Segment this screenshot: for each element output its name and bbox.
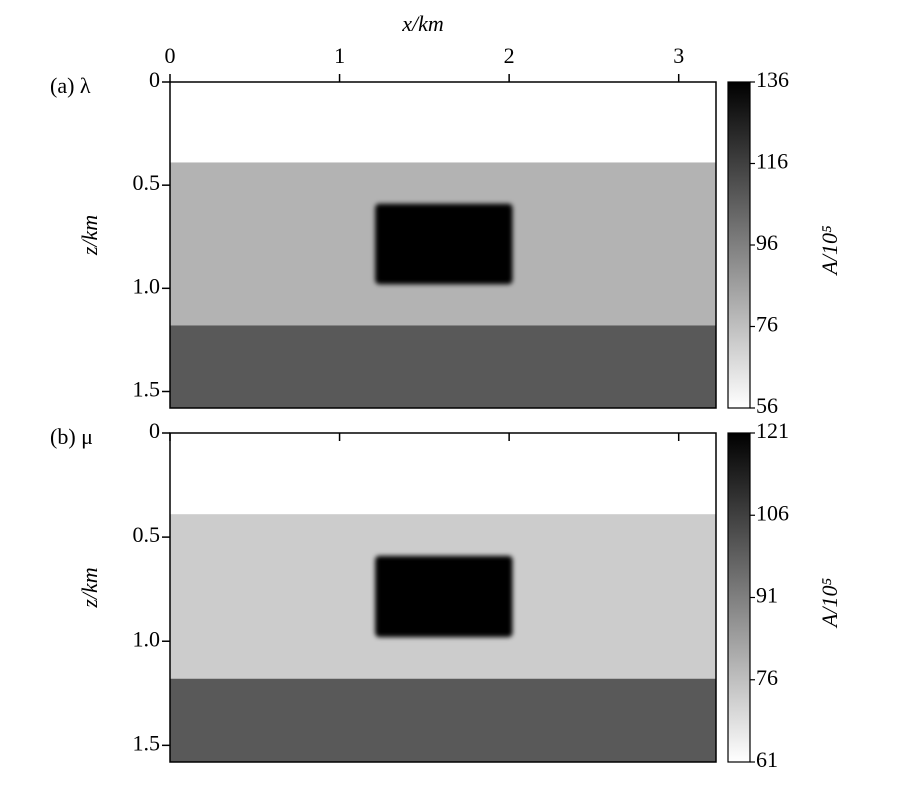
plot-frame — [169, 81, 717, 409]
y-tick-label: 1.5 — [133, 730, 161, 755]
colorbar — [727, 81, 751, 409]
x-tick-label: 2 — [504, 43, 515, 68]
colorbar-tick-label: 96 — [756, 230, 778, 255]
plot-frame — [169, 432, 717, 763]
colorbar-tick-label: 61 — [756, 747, 778, 772]
region — [170, 678, 716, 762]
colorbar — [727, 432, 751, 763]
colorbar-tick-label: 91 — [756, 583, 778, 608]
region — [375, 203, 513, 285]
plot-area — [170, 82, 716, 408]
colorbar-tick-label: 76 — [756, 312, 778, 337]
region — [375, 555, 513, 638]
colorbar-label: A/10⁵ — [817, 578, 842, 630]
panel-title: (b) μ — [50, 424, 93, 449]
colorbar-label: A/10⁵ — [817, 225, 842, 277]
y-tick-label: 1.5 — [133, 377, 161, 402]
colorbar-tick-label: 136 — [756, 67, 789, 92]
y-tick-label: 0 — [149, 67, 160, 92]
y-tick-label: 1.0 — [133, 626, 161, 651]
region — [170, 82, 716, 163]
x-tick-label: 3 — [673, 43, 684, 68]
region — [170, 433, 716, 515]
y-tick-label: 1.0 — [133, 273, 161, 298]
panel-title: (a) λ — [50, 73, 91, 98]
x-tick-label: 1 — [334, 43, 345, 68]
colorbar-tick-label: 121 — [756, 418, 789, 443]
plot-area — [170, 433, 716, 762]
y-axis-label: z/km — [77, 215, 102, 256]
x-tick-label: 0 — [165, 43, 176, 68]
colorbar-tick-label: 56 — [756, 393, 778, 418]
colorbar-tick-label: 106 — [756, 500, 789, 525]
y-tick-label: 0.5 — [133, 522, 161, 547]
y-tick-label: 0.5 — [133, 170, 161, 195]
colorbar-tick-label: 116 — [756, 149, 788, 174]
x-axis-label: x/km — [401, 11, 444, 36]
y-axis-label: z/km — [77, 567, 102, 608]
colorbar-tick-label: 76 — [756, 665, 778, 690]
y-tick-label: 0 — [149, 418, 160, 443]
region — [170, 325, 716, 408]
